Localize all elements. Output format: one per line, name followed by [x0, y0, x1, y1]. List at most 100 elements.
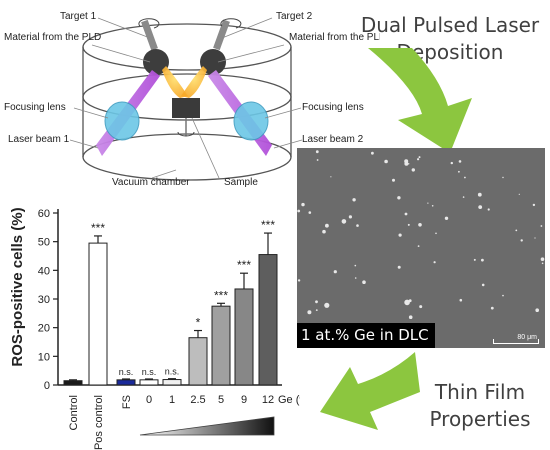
sem-particle — [308, 211, 312, 214]
arrow-back-icon — [320, 352, 420, 430]
y-axis-label: ROS-positive cells (%) — [9, 207, 26, 366]
sem-particle — [330, 176, 332, 178]
sem-particle — [418, 156, 421, 159]
sem-particle — [333, 270, 337, 274]
y-tick-label: 40 — [38, 265, 50, 277]
label-focusing-lens-right: Focusing lens — [302, 102, 364, 113]
x-tick-label: Control — [68, 395, 80, 430]
sem-particle — [427, 202, 429, 204]
significance-label: *** — [237, 258, 251, 272]
title-top-text: Dual Pulsed Laser Deposition — [360, 13, 540, 64]
sem-particle — [356, 224, 359, 227]
sem-particle — [419, 305, 423, 309]
sem-particle — [354, 264, 357, 267]
sem-particle — [354, 277, 357, 279]
sem-particle — [371, 151, 374, 155]
bar — [63, 380, 83, 386]
y-tick-label: 10 — [38, 351, 50, 363]
y-tick-label: 60 — [38, 208, 50, 220]
x-tick-label: 12 — [262, 394, 274, 406]
label-target1: Target 1 — [60, 11, 97, 22]
sem-image: 1 at.% Ge in DLC 80 μm — [297, 148, 545, 348]
sem-particle — [541, 262, 544, 265]
sem-particle — [540, 257, 545, 261]
sem-particle — [397, 196, 401, 200]
sem-particles — [297, 150, 545, 319]
bar — [88, 242, 108, 386]
plume-left — [162, 66, 188, 98]
sem-particle — [490, 306, 494, 310]
x-tick-label: 9 — [241, 394, 247, 406]
bar — [162, 379, 182, 386]
sem-caption: 1 at.% Ge in DLC — [297, 323, 435, 348]
significance-label: * — [196, 316, 201, 330]
sem-particle — [408, 315, 413, 319]
sem-particle — [481, 283, 485, 287]
sem-particle — [535, 308, 539, 312]
sem-particle — [315, 150, 319, 154]
sem-particle — [352, 198, 356, 202]
sem-particle — [520, 239, 523, 242]
label-material-left-text: Material from the PLD — [4, 32, 101, 43]
sem-particle — [444, 216, 449, 220]
label-material-right-text: Material from the PLD — [289, 32, 380, 43]
label-material-left: Material from the PLD — [4, 32, 101, 43]
title-top: Dual Pulsed Laser Deposition — [355, 12, 545, 66]
x-tick-label: 2.5 — [190, 394, 205, 406]
significance-label: *** — [214, 288, 228, 302]
sem-particle — [324, 302, 330, 308]
sem-particle — [404, 159, 409, 164]
x-tick-label: 1 — [169, 394, 175, 406]
sem-particle — [540, 225, 543, 227]
significance-label: n.s. — [142, 367, 157, 377]
sem-particle — [534, 237, 536, 239]
target2-shape — [200, 18, 242, 75]
sem-particle — [315, 309, 318, 311]
pld-schematic: Target 1 Target 2 Material from the PLD … — [4, 11, 380, 188]
arrow-down-icon — [368, 48, 472, 153]
sem-particle — [404, 299, 410, 306]
bar — [211, 305, 231, 386]
sem-particle — [464, 176, 466, 179]
label-vacuum-chamber: Vacuum chamber — [112, 177, 190, 188]
bar — [116, 379, 136, 386]
bar — [188, 337, 208, 386]
label-sample: Sample — [224, 177, 258, 188]
sem-particle — [411, 168, 415, 172]
y-tick-label: 0 — [44, 380, 50, 392]
label-focusing-lens-left: Focusing lens — [4, 102, 66, 113]
x-tick-label: 0 — [146, 394, 152, 406]
significance-label: *** — [261, 218, 275, 232]
sem-particle — [297, 209, 301, 213]
sem-particle — [431, 205, 434, 207]
bar — [234, 288, 254, 386]
sem-particle — [341, 219, 347, 224]
label-material-right: Material from the PLD — [289, 32, 380, 43]
bar — [258, 254, 278, 386]
sem-particle — [348, 215, 352, 219]
sem-particle — [316, 159, 319, 161]
sem-particle — [478, 205, 483, 209]
label-laser-beam1: Laser beam 1 — [8, 134, 70, 145]
sem-particle — [433, 261, 436, 264]
y-tick-label: 50 — [38, 237, 50, 249]
sem-particle — [458, 170, 460, 173]
sem-particle — [481, 258, 484, 262]
sem-particle — [384, 159, 388, 164]
title-bottom-text: Thin Film Properties — [429, 380, 531, 431]
x-tick-label: Pos control — [93, 395, 105, 450]
sem-scale-bar — [493, 339, 539, 344]
sem-particle — [307, 310, 312, 315]
y-tick-label: 20 — [38, 323, 50, 335]
ros-bar-chart: ROS-positive cells (%) 0102030405060Cont… — [9, 207, 300, 450]
x-suffix-label: Ge (%) — [278, 394, 300, 406]
sem-particle — [398, 233, 402, 237]
sem-particle — [418, 223, 422, 227]
sem-particle — [322, 229, 326, 234]
significance-label: n.s. — [119, 367, 134, 377]
focusing-lens-left-shape — [104, 101, 140, 141]
sample-shape — [172, 98, 200, 118]
significance-label: *** — [91, 221, 105, 235]
focusing-lens-right-shape — [233, 101, 269, 141]
sem-particle — [435, 232, 437, 235]
